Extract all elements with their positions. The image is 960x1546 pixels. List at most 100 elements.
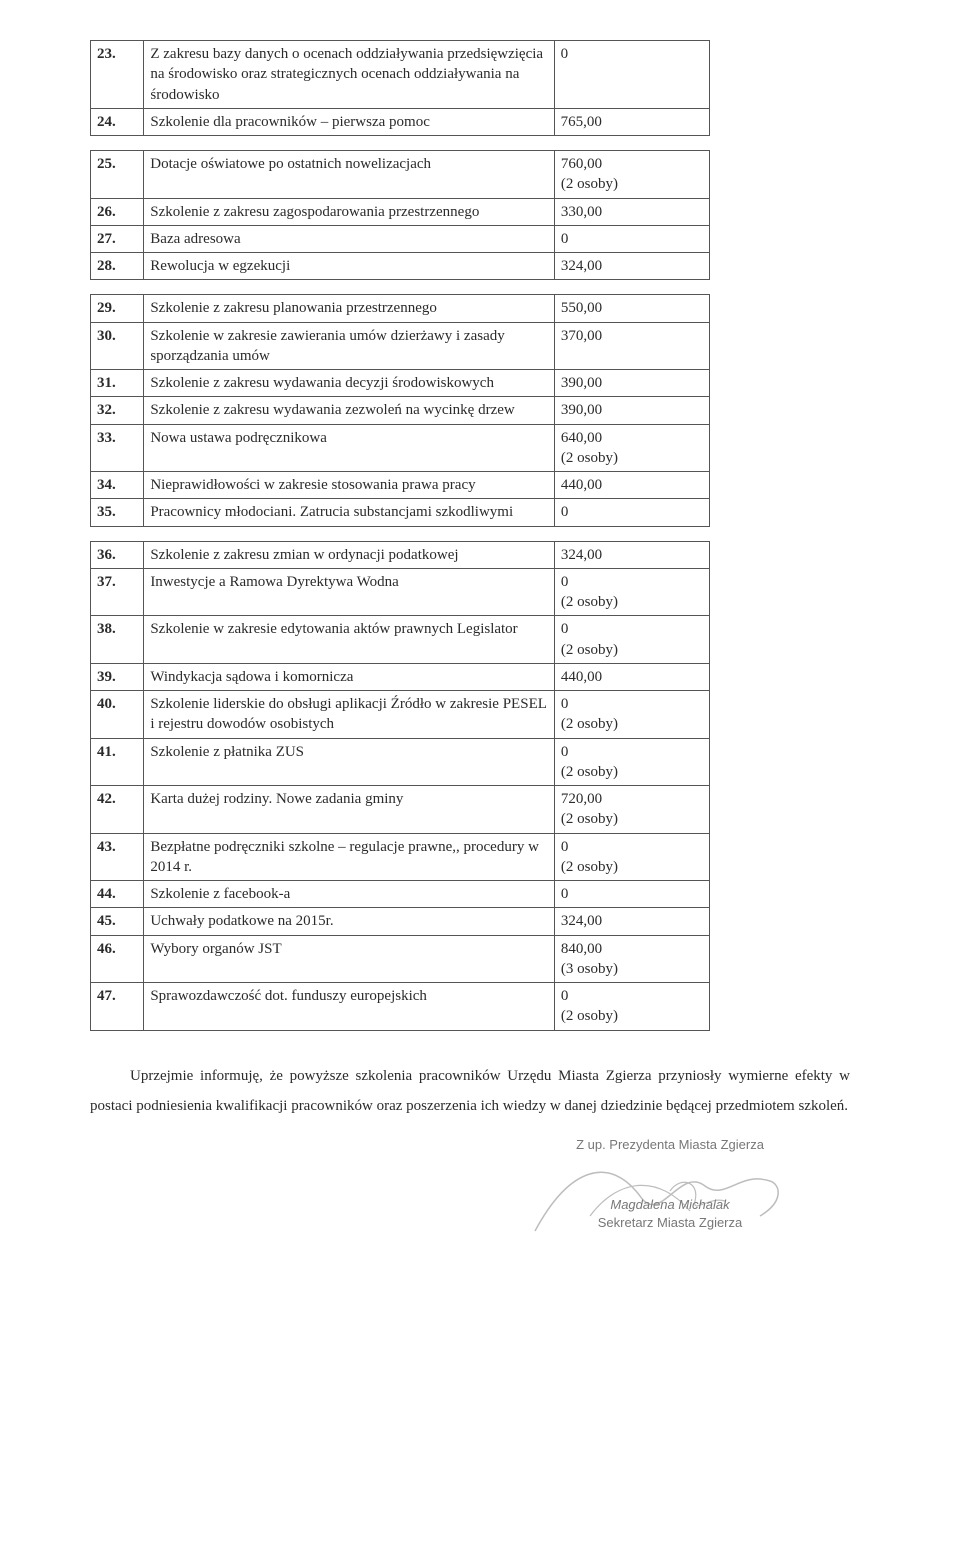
table-row: 46.Wybory organów JST840,00(3 osoby): [91, 935, 710, 983]
table-row: 44.Szkolenie z facebook-a0: [91, 881, 710, 908]
row-value: 324,00: [554, 908, 709, 935]
row-number: 27.: [91, 225, 144, 252]
table-row: 29.Szkolenie z zakresu planowania przest…: [91, 295, 710, 322]
row-number: 41.: [91, 738, 144, 786]
row-description: Szkolenie z zakresu wydawania decyzji śr…: [144, 370, 555, 397]
row-value: 0(2 osoby): [554, 833, 709, 881]
row-number: 32.: [91, 397, 144, 424]
row-number: 37.: [91, 568, 144, 616]
row-value: 840,00(3 osoby): [554, 935, 709, 983]
row-number: 28.: [91, 253, 144, 280]
table-row: 26.Szkolenie z zakresu zagospodarowania …: [91, 198, 710, 225]
table-row: 47.Sprawozdawczość dot. funduszy europej…: [91, 983, 710, 1031]
row-number: 23.: [91, 41, 144, 109]
row-description: Sprawozdawczość dot. funduszy europejski…: [144, 983, 555, 1031]
row-description: Nieprawidłowości w zakresie stosowania p…: [144, 472, 555, 499]
row-number: 46.: [91, 935, 144, 983]
row-value: 550,00: [554, 295, 709, 322]
row-description: Szkolenie w zakresie edytowania aktów pr…: [144, 616, 555, 664]
row-number: 31.: [91, 370, 144, 397]
row-description: Nowa ustawa podręcznikowa: [144, 424, 555, 472]
row-number: 33.: [91, 424, 144, 472]
table-row: 42.Karta dużej rodziny. Nowe zadania gmi…: [91, 786, 710, 834]
row-value: 0: [554, 41, 709, 109]
row-number: 34.: [91, 472, 144, 499]
table-row: 23.Z zakresu bazy danych o ocenach oddzi…: [91, 41, 710, 109]
table-row: 28.Rewolucja w egzekucji324,00: [91, 253, 710, 280]
row-description: Wybory organów JST: [144, 935, 555, 983]
row-description: Z zakresu bazy danych o ocenach oddziały…: [144, 41, 554, 109]
table-row: 30.Szkolenie w zakresie zawierania umów …: [91, 322, 710, 370]
table-row: 31.Szkolenie z zakresu wydawania decyzji…: [91, 370, 710, 397]
row-value: 390,00: [554, 370, 709, 397]
row-description: Szkolenie liderskie do obsługi aplikacji…: [144, 691, 555, 739]
row-description: Szkolenie z płatnika ZUS: [144, 738, 555, 786]
row-description: Uchwały podatkowe na 2015r.: [144, 908, 555, 935]
row-value: 765,00: [554, 108, 709, 135]
row-number: 43.: [91, 833, 144, 881]
row-value: 0: [554, 225, 709, 252]
table-row: 36.Szkolenie z zakresu zmian w ordynacji…: [91, 541, 710, 568]
row-description: Pracownicy młodociani. Zatrucia substanc…: [144, 499, 555, 526]
data-table-group-1: 23.Z zakresu bazy danych o ocenach oddzi…: [90, 40, 710, 136]
row-description: Rewolucja w egzekucji: [144, 253, 555, 280]
row-description: Szkolenie dla pracowników – pierwsza pom…: [144, 108, 554, 135]
data-table-group-4: 36.Szkolenie z zakresu zmian w ordynacji…: [90, 541, 710, 1031]
table-row: 25.Dotacje oświatowe po ostatnich noweli…: [91, 151, 710, 199]
row-value: 440,00: [554, 472, 709, 499]
table-row: 38.Szkolenie w zakresie edytowania aktów…: [91, 616, 710, 664]
row-number: 39.: [91, 663, 144, 690]
row-number: 25.: [91, 151, 144, 199]
table-row: 34.Nieprawidłowości w zakresie stosowani…: [91, 472, 710, 499]
row-description: Bezpłatne podręczniki szkolne – regulacj…: [144, 833, 555, 881]
row-value: 330,00: [554, 198, 709, 225]
table-row: 37.Inwestycje a Ramowa Dyrektywa Wodna0(…: [91, 568, 710, 616]
row-value: 0: [554, 499, 709, 526]
row-value: 0(2 osoby): [554, 691, 709, 739]
row-description: Szkolenie z facebook-a: [144, 881, 555, 908]
row-value: 760,00(2 osoby): [554, 151, 709, 199]
row-value: 440,00: [554, 663, 709, 690]
row-description: Szkolenie z zakresu wydawania zezwoleń n…: [144, 397, 555, 424]
row-number: 42.: [91, 786, 144, 834]
row-number: 40.: [91, 691, 144, 739]
row-number: 36.: [91, 541, 144, 568]
row-value: 0: [554, 881, 709, 908]
data-table-group-3: 29.Szkolenie z zakresu planowania przest…: [90, 294, 710, 526]
row-value: 324,00: [554, 541, 709, 568]
row-description: Dotacje oświatowe po ostatnich nowelizac…: [144, 151, 555, 199]
row-value: 390,00: [554, 397, 709, 424]
table-row: 43.Bezpłatne podręczniki szkolne – regul…: [91, 833, 710, 881]
row-description: Szkolenie z zakresu zagospodarowania prz…: [144, 198, 555, 225]
row-value: 0(2 osoby): [554, 616, 709, 664]
row-value: 370,00: [554, 322, 709, 370]
row-number: 29.: [91, 295, 144, 322]
table-row: 35.Pracownicy młodociani. Zatrucia subst…: [91, 499, 710, 526]
table-row: 41.Szkolenie z płatnika ZUS0(2 osoby): [91, 738, 710, 786]
row-description: Szkolenie z zakresu planowania przestrze…: [144, 295, 555, 322]
table-row: 27.Baza adresowa0: [91, 225, 710, 252]
row-value: 0(2 osoby): [554, 983, 709, 1031]
row-value: 0(2 osoby): [554, 568, 709, 616]
table-row: 45.Uchwały podatkowe na 2015r.324,00: [91, 908, 710, 935]
row-number: 45.: [91, 908, 144, 935]
row-number: 26.: [91, 198, 144, 225]
table-row: 40.Szkolenie liderskie do obsługi aplika…: [91, 691, 710, 739]
row-description: Karta dużej rodziny. Nowe zadania gminy: [144, 786, 555, 834]
row-description: Inwestycje a Ramowa Dyrektywa Wodna: [144, 568, 555, 616]
table-row: 33.Nowa ustawa podręcznikowa640,00(2 oso…: [91, 424, 710, 472]
row-number: 30.: [91, 322, 144, 370]
row-number: 35.: [91, 499, 144, 526]
row-value: 0(2 osoby): [554, 738, 709, 786]
row-number: 44.: [91, 881, 144, 908]
row-description: Szkolenie w zakresie zawierania umów dzi…: [144, 322, 555, 370]
signature-scribble-icon: [530, 1146, 790, 1236]
row-value: 640,00(2 osoby): [554, 424, 709, 472]
row-description: Szkolenie z zakresu zmian w ordynacji po…: [144, 541, 555, 568]
row-number: 38.: [91, 616, 144, 664]
row-value: 720,00(2 osoby): [554, 786, 709, 834]
closing-paragraph: Uprzejmie informuję, że powyższe szkolen…: [90, 1061, 850, 1121]
row-description: Windykacja sądowa i komornicza: [144, 663, 555, 690]
table-row: 24.Szkolenie dla pracowników – pierwsza …: [91, 108, 710, 135]
row-number: 47.: [91, 983, 144, 1031]
